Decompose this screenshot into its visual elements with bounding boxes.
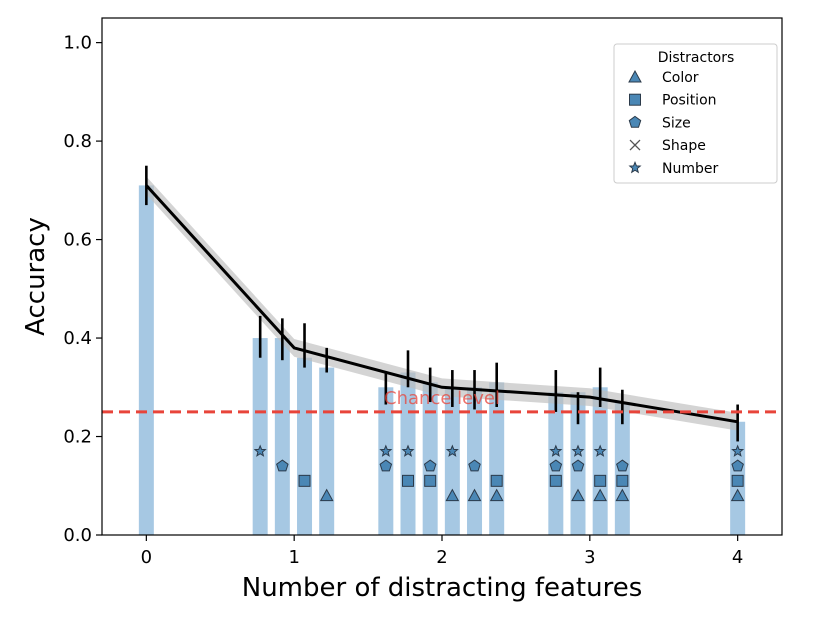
marker-position-13 [594,474,607,487]
y-tick-label-1: 0.2 [63,427,92,448]
mean-line-group [145,184,738,424]
legend-number-icon [628,160,642,174]
legend-shape-icon [629,139,641,151]
marker-number-11 [549,444,563,457]
bar-3 [297,357,313,535]
x-tick-label-0: 0 [141,547,152,568]
marker-color-14 [615,488,630,502]
marker-number-12 [571,444,585,457]
legend-label-position: Position [662,93,717,109]
confidence-band-group [146,176,738,431]
legend-label-number: Number [662,161,718,177]
bar-1 [252,338,268,535]
marker-color-4 [319,488,334,502]
bar-8 [444,387,460,535]
marker-position-3 [298,474,311,487]
marker-number-13 [593,444,607,457]
marker-size-7 [423,459,437,472]
legend: Distractors Color Position Size Shape Number [613,43,778,184]
y-tick-label-2: 0.4 [63,328,92,349]
mean-accuracy-line [145,184,738,424]
marker-position-10 [490,474,503,487]
legend-size-icon [628,115,642,128]
bar-7 [422,382,438,535]
legend-box [613,43,778,184]
marker-number-6 [401,444,415,457]
marker-size-15 [731,459,744,472]
y-tick-label-0: 0.0 [63,525,92,546]
bars-group [138,185,746,535]
y-tick-label-4: 0.8 [63,131,92,152]
marker-size-11 [549,459,563,472]
bar-13 [592,387,608,535]
marker-number-8 [445,444,459,457]
marker-size-14 [616,459,629,472]
legend-label-size: Size [662,115,691,131]
x-tick-label-1: 1 [288,547,299,568]
marker-color-9 [467,488,482,502]
legend-title: Distractors [658,50,735,66]
marker-color-10 [489,488,504,502]
bar-0 [138,185,154,535]
x-axis-label: Number of distracting features [242,573,643,603]
y-axis-label: Accuracy [21,217,51,336]
y-tick-label-5: 1.0 [63,33,92,54]
legend-label-color: Color [662,70,699,86]
error-bars-group [145,165,739,442]
chance-level-label: Chance level [384,388,500,409]
marker-size-2 [276,459,289,472]
axes-group: 0 1 2 3 4 0.0 0.2 0.4 0.6 0.8 1.0 [63,17,783,568]
marker-size-5 [379,459,393,472]
bar-2 [274,338,290,535]
chance-level-group: Chance level [102,388,782,414]
marker-position-11 [549,474,562,487]
x-tick-label-2: 2 [436,547,447,568]
marker-position-14 [616,474,629,487]
marker-color-15 [730,488,745,502]
marker-color-8 [445,488,460,502]
marker-number-1 [253,444,267,457]
confidence-band [146,176,738,431]
marker-number-5 [379,444,393,457]
legend-color-icon [628,69,642,83]
legend-position-icon [629,93,641,106]
marker-size-12 [571,459,585,472]
marker-position-15 [731,474,744,487]
legend-label-shape: Shape [662,138,706,154]
distractor-markers-group [253,444,745,502]
marker-color-13 [593,488,608,502]
x-tick-label-4: 4 [732,547,743,568]
marker-position-7 [424,474,437,487]
y-tick-label-3: 0.6 [63,230,92,251]
bar-4 [319,367,335,535]
x-tick-label-3: 3 [584,547,595,568]
marker-number-15 [731,444,745,457]
marker-color-12 [571,488,585,502]
marker-position-6 [402,474,414,487]
marker-size-9 [468,459,481,472]
